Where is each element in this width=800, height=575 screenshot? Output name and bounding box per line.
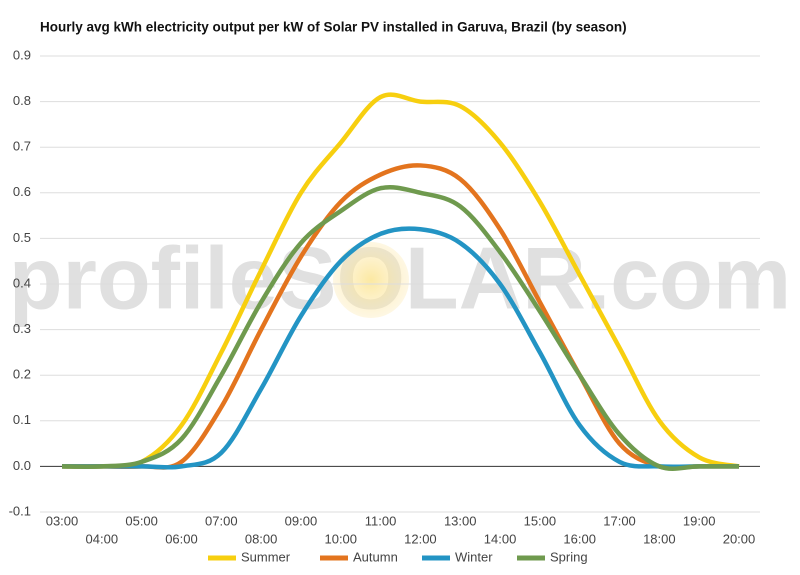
x-tick-label: 15:00	[524, 513, 557, 528]
series-line	[61, 226, 739, 470]
series-line	[61, 92, 740, 469]
x-tick-label: 12:00	[404, 531, 437, 546]
x-tick-label: 10:00	[324, 531, 357, 546]
y-tick-label: 0.9	[13, 47, 31, 62]
y-tick-label: 0.4	[13, 275, 31, 290]
y-tick-label: 0.6	[13, 184, 31, 199]
x-tick-label: 05:00	[125, 513, 158, 528]
chart-title: Hourly avg kWh electricity output per kW…	[40, 20, 627, 35]
y-tick-label: -0.1	[9, 503, 31, 518]
y-tick-label: 0.7	[13, 139, 31, 154]
x-tick-label: 09:00	[285, 513, 318, 528]
x-tick-label: 04:00	[86, 531, 119, 546]
x-tick-label: 16:00	[563, 531, 596, 546]
x-tick-label: 17:00	[603, 513, 636, 528]
x-tick-label: 19:00	[683, 513, 716, 528]
y-tick-label: 0.8	[13, 93, 31, 108]
y-tick-label: 0.2	[13, 367, 31, 382]
y-tick-label: 0.5	[13, 230, 31, 245]
y-tick-label: 0.0	[13, 458, 31, 473]
watermark-sun	[333, 242, 409, 318]
x-tick-label: 07:00	[205, 513, 238, 528]
x-tick-label: 06:00	[165, 531, 198, 546]
y-tick-label: 0.1	[13, 412, 31, 427]
legend-label: Spring	[550, 549, 588, 564]
series-line	[61, 184, 739, 471]
legend-label: Autumn	[353, 549, 398, 564]
y-tick-label: 0.3	[13, 321, 31, 336]
x-tick-label: 13:00	[444, 513, 477, 528]
x-tick-label: 03:00	[46, 513, 79, 528]
x-tick-label: 18:00	[643, 531, 676, 546]
x-tick-label: 11:00	[365, 513, 397, 528]
series-line	[61, 163, 739, 471]
legend-label: Summer	[241, 549, 291, 564]
x-tick-label: 08:00	[245, 531, 278, 546]
x-tick-label: 20:00	[723, 531, 756, 546]
legend-label: Winter	[455, 549, 493, 564]
x-tick-label: 14:00	[484, 531, 517, 546]
